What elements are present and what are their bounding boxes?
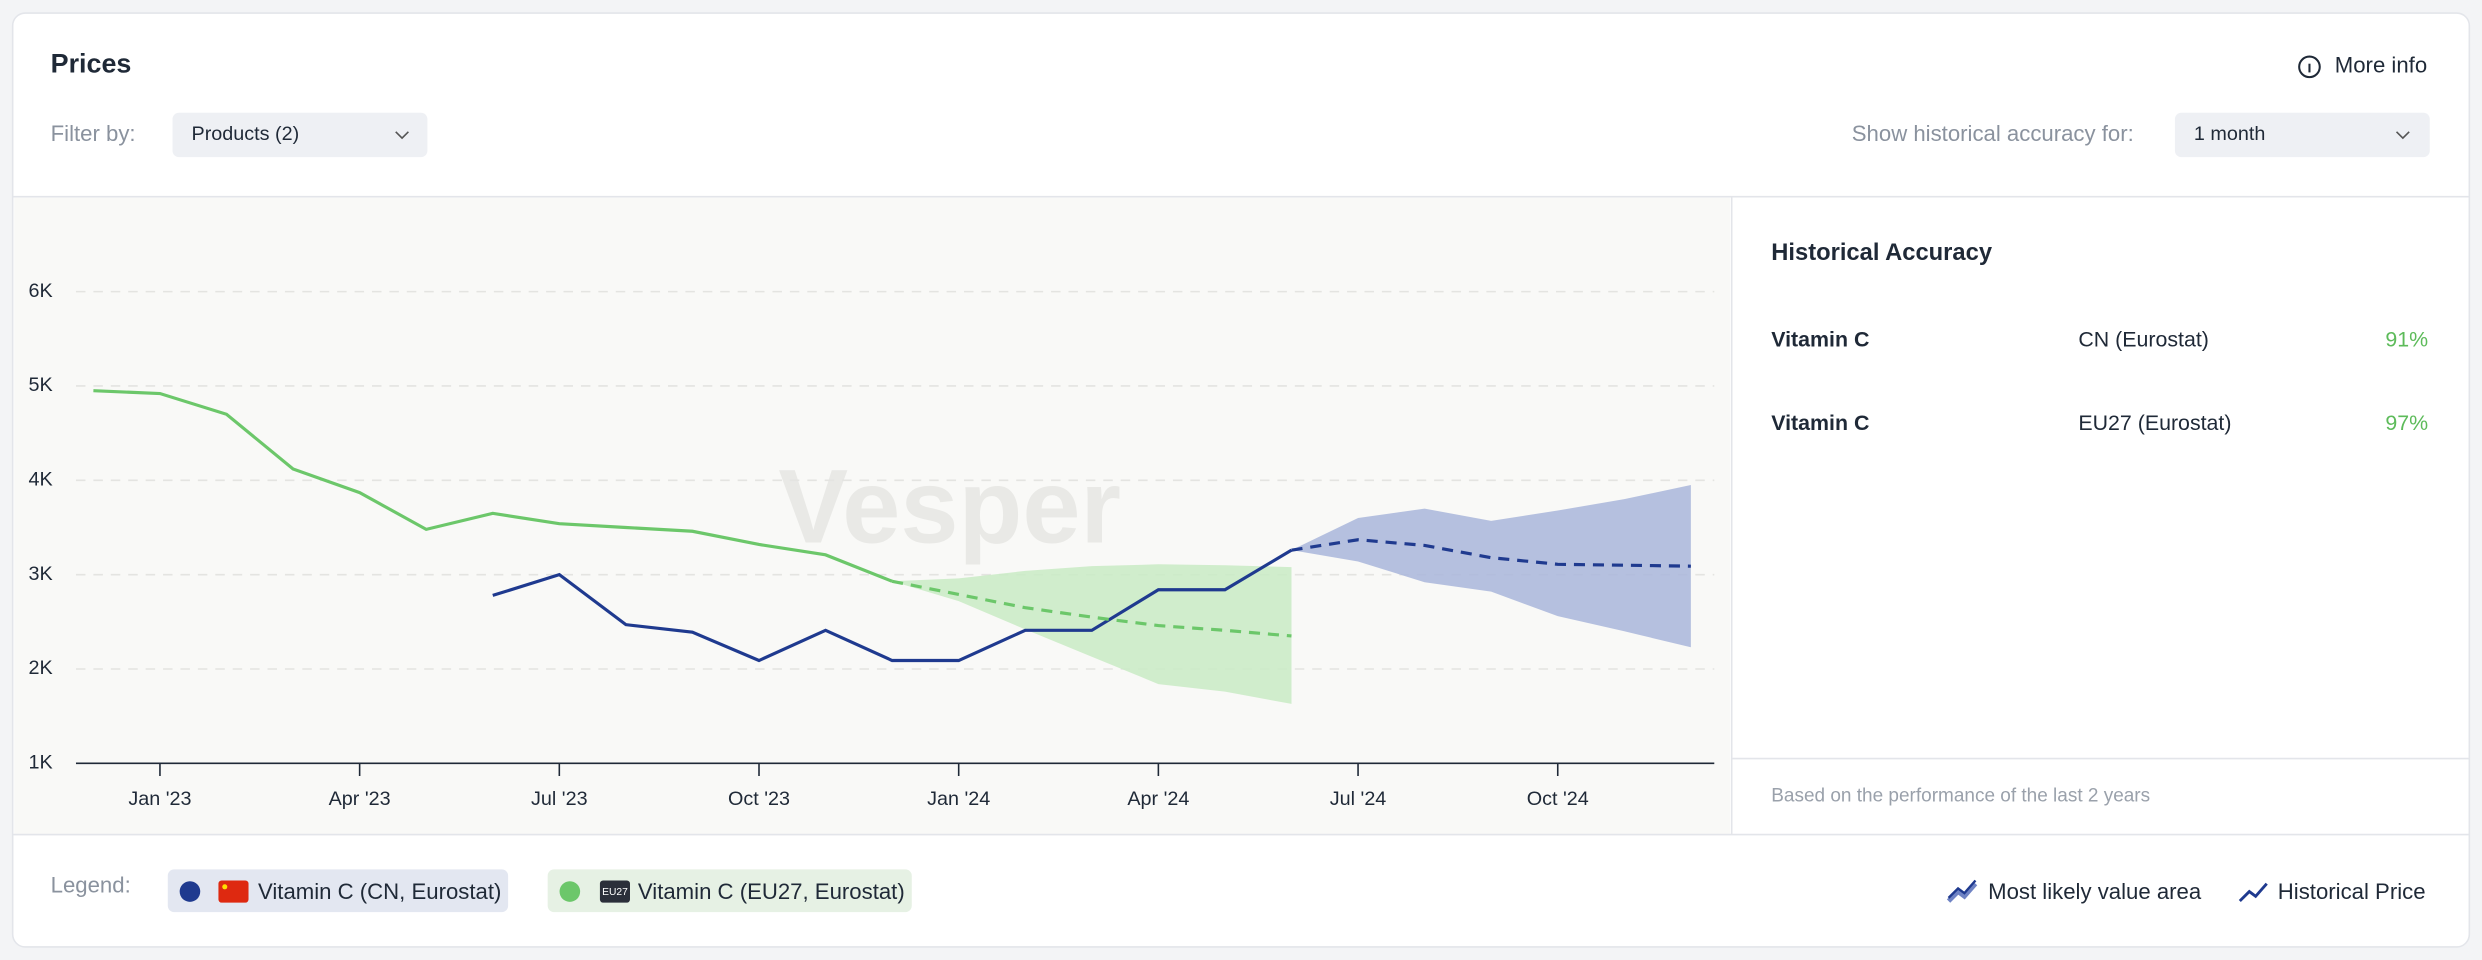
legend-chip <box>547 869 912 913</box>
x-tick-label: Jan '23 <box>128 788 191 810</box>
watermark: Vesper <box>778 448 1121 565</box>
legend-label: Legend: <box>51 873 131 898</box>
area-icon-line <box>1947 879 1977 899</box>
footnote: Based on the performance of the last 2 y… <box>1771 786 2150 807</box>
accuracy-value: 97% <box>2385 411 2428 435</box>
likely-value-area <box>1291 485 1691 648</box>
y-tick-label: 3K <box>28 563 52 585</box>
x-tick-label: Jan '24 <box>927 788 990 810</box>
more-info-text[interactable]: More info <box>2335 53 2427 78</box>
chevron <box>395 131 409 140</box>
legend-chip <box>167 869 509 913</box>
product: Vitamin C <box>1771 327 1869 351</box>
info-icon <box>2298 55 2321 79</box>
x-tick-label: Jul '24 <box>1330 788 1387 810</box>
product: Vitamin C <box>1771 411 1869 435</box>
y-tick-label: 1K <box>28 752 52 774</box>
accuracy-dropdown[interactable] <box>2174 112 2430 158</box>
legend-text: Vitamin C (CN, Eurostat) <box>258 879 501 904</box>
x-tick-label: Oct '24 <box>1527 788 1589 810</box>
filter-value[interactable]: Products (2) <box>192 123 300 145</box>
x-tick-label: Apr '24 <box>1127 788 1189 810</box>
flag-star <box>222 884 228 890</box>
legend-dot <box>179 881 201 902</box>
x-tick-label: Jul '23 <box>531 788 588 810</box>
title: Prices <box>51 48 132 78</box>
plot: 1K 2K 3K 4K 5K 6K Jan '23 Apr '23 Jul '23 Oct '23… <box>28 280 1715 810</box>
likely-value-area <box>892 564 1292 704</box>
source: CN (Eurostat) <box>2078 327 2209 351</box>
line-icon <box>2238 882 2268 903</box>
historical-line <box>492 548 1293 663</box>
flag <box>218 880 249 903</box>
accuracy-label: Show historical accuracy for: <box>1852 121 2134 146</box>
x-tick-label: Oct '23 <box>728 788 790 810</box>
legend-key-text: Most likely value area <box>1988 879 2202 904</box>
forecast-line <box>1291 538 1691 568</box>
flag <box>599 880 630 903</box>
legend-key: Most likely value area Historical Price <box>1946 879 2426 904</box>
legend: Vitamin C (CN, Eurostat) EU27 Vitamin C (E… <box>167 869 912 913</box>
legend-text: Vitamin C (EU27, Eurostat) <box>638 879 905 904</box>
y-tick-label: 6K <box>28 280 52 302</box>
forecast-line <box>891 579 1292 638</box>
y-tick-label: 2K <box>28 657 52 679</box>
chevron <box>2395 131 2410 140</box>
y-tick-label: 4K <box>28 469 52 491</box>
historical-line <box>93 389 893 583</box>
filter-dropdown[interactable] <box>172 112 428 158</box>
accuracy-value: 91% <box>2385 327 2428 351</box>
legend-dot <box>559 881 581 902</box>
more-info[interactable]: More info <box>2298 53 2427 79</box>
flag-text: EU27 <box>602 887 628 898</box>
source: EU27 (Eurostat) <box>2078 411 2231 435</box>
legend-key-text: Historical Price <box>2278 879 2426 904</box>
accuracy-value[interactable]: 1 month <box>2194 123 2265 145</box>
accuracy-table: Vitamin C CN (Eurostat) 91% Vitamin C EU27 (… <box>1771 327 2428 435</box>
area-icon <box>1946 882 1978 903</box>
accuracy-title: Historical Accuracy <box>1771 240 1993 266</box>
x-tick-label: Apr '23 <box>329 788 391 810</box>
y-tick-label: 5K <box>28 374 52 396</box>
filter-label: Filter by: <box>51 121 136 146</box>
